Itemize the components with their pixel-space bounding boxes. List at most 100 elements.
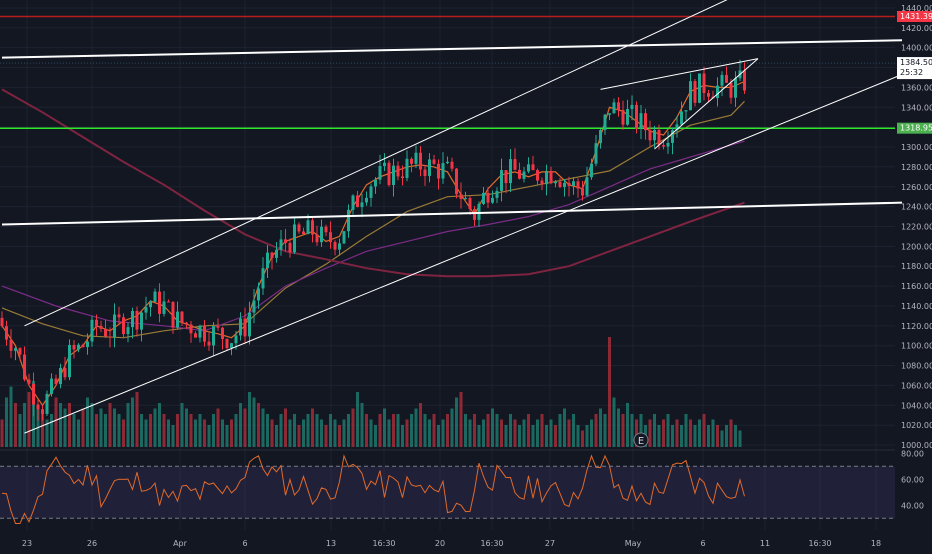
volume-bar [0, 419, 4, 447]
volume-bar [387, 419, 391, 447]
volume-bar [594, 414, 598, 447]
y-tick-label: 1200.00 [901, 242, 932, 251]
volume-bar [725, 425, 728, 447]
volume-bar [378, 414, 382, 447]
candle [396, 161, 400, 181]
volume-bar [626, 403, 629, 447]
candle [410, 157, 413, 173]
candle [216, 318, 220, 331]
volume-bar [41, 414, 44, 447]
y-tick-label: 1040.00 [901, 401, 932, 410]
event-marker-circle[interactable] [633, 432, 649, 448]
osc-y-tick-label: 60.00 [901, 475, 924, 484]
volume-bar [329, 414, 332, 447]
candle [81, 343, 85, 348]
candle [293, 216, 296, 255]
x-tick-label: 18 [871, 539, 881, 548]
channel-top[interactable] [24, 0, 813, 327]
volume-bar [522, 419, 526, 447]
y-tick-label: 1220.00 [901, 222, 932, 231]
volume-bar [9, 386, 13, 447]
volume-bar [491, 408, 494, 447]
volume-bar [140, 414, 143, 447]
volume-bar [617, 408, 620, 447]
y-tick-label: 1420.00 [901, 24, 932, 33]
candle [347, 204, 350, 238]
candle [297, 222, 301, 234]
candle [288, 238, 292, 258]
volume-bar [131, 397, 134, 447]
lower-trendline[interactable] [1, 201, 903, 226]
volume-bar [284, 408, 287, 447]
upper-trendline[interactable] [1, 39, 903, 59]
volume-bar [104, 414, 107, 447]
y-tick-label: 1440.00 [901, 4, 932, 13]
volume-bar [261, 408, 265, 447]
candle [671, 127, 674, 155]
candle [369, 183, 373, 207]
x-tick-label: 13 [326, 539, 336, 548]
candle [500, 158, 503, 202]
volume-bar [630, 414, 634, 447]
volume-bar [450, 408, 454, 447]
candle [284, 228, 287, 252]
candle [536, 168, 539, 185]
volume-bar [315, 414, 319, 447]
candle [207, 332, 211, 351]
candle [414, 145, 418, 168]
candle [54, 374, 58, 386]
volume-bar [554, 425, 557, 447]
volume-bar [392, 414, 395, 447]
y-tick-label: 1060.00 [901, 381, 932, 390]
volume-bar [513, 419, 517, 447]
wedge-bottom[interactable] [654, 58, 759, 150]
candle [545, 164, 548, 196]
volume-bar [239, 403, 242, 447]
y-tick-label: 1340.00 [901, 103, 932, 112]
volume-bar [54, 397, 58, 447]
volume-bar [90, 403, 94, 447]
volume-bar [536, 419, 539, 447]
y-tick-label: 1280.00 [901, 163, 932, 172]
horizontal-lines[interactable] [0, 15, 895, 129]
volume-bar [693, 425, 697, 447]
volume-bar [81, 408, 85, 447]
candle [243, 307, 247, 345]
candle [113, 303, 116, 348]
volume-bar [297, 425, 301, 447]
volume-bar [77, 419, 80, 447]
candle [95, 314, 98, 336]
candle [50, 373, 53, 397]
candle [356, 190, 359, 208]
oscillator-line [1, 454, 745, 524]
candle [320, 219, 323, 247]
ma-long-line [1, 88, 745, 278]
candle [149, 300, 152, 317]
trend-lines[interactable] [1, 0, 903, 434]
volume-bar [567, 419, 571, 447]
volume-bar [185, 408, 188, 447]
osc-y-tick-label: 80.00 [901, 449, 924, 458]
volume-bar [738, 430, 742, 447]
candle [117, 306, 121, 324]
volume-bar [360, 403, 364, 447]
candle [23, 346, 26, 382]
channel-bottom[interactable] [24, 74, 903, 434]
volume-bar [288, 419, 292, 447]
candle [630, 95, 634, 121]
candle [36, 399, 40, 421]
event-marker[interactable]: E [633, 432, 649, 448]
candle [423, 164, 427, 186]
volume-bar [324, 425, 328, 447]
candle [387, 160, 391, 187]
candle [279, 230, 283, 256]
volume-bar [27, 392, 31, 447]
wedge-top[interactable] [600, 58, 759, 90]
volume-bar [333, 419, 337, 447]
candle [644, 108, 647, 140]
candle [162, 291, 166, 317]
volume-bar [194, 419, 197, 447]
